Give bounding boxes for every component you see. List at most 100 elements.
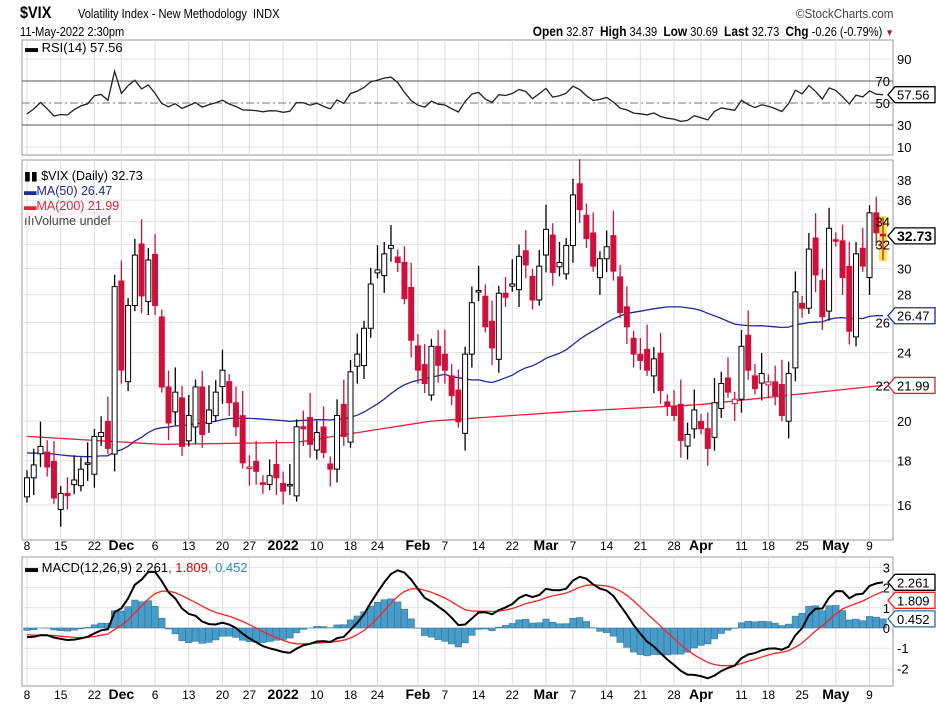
x-tick-label: 24: [371, 539, 385, 553]
symbol: $VIX: [20, 3, 52, 22]
candle-body: [765, 381, 772, 386]
candle: [300, 410, 307, 447]
candle-body: [273, 464, 280, 479]
low-value: 30.69: [690, 24, 719, 39]
macd-hist-bar: [502, 625, 510, 629]
x-tick-label: 14: [472, 539, 486, 553]
candle: [435, 330, 442, 383]
macd-hist-bar: [30, 627, 38, 630]
x-tick-label: 7: [442, 539, 449, 553]
macd-hist-bar: [569, 617, 577, 629]
candle: [313, 420, 320, 460]
candle: [71, 455, 78, 495]
candle: [212, 380, 219, 422]
candle: [691, 389, 698, 439]
candle-body: [617, 276, 624, 313]
candle: [650, 347, 657, 394]
candle: [259, 475, 266, 494]
candle: [414, 334, 421, 384]
macd-hist-bar: [151, 606, 159, 629]
candle-body: [408, 287, 415, 341]
macd-hist-bar: [158, 617, 166, 629]
x-tick-label: 15: [54, 539, 68, 553]
candle-body: [583, 214, 590, 240]
macd-hist-bar: [522, 618, 530, 629]
candle-body: [246, 466, 253, 470]
candle: [131, 238, 138, 312]
x-tick-label: 10: [310, 688, 324, 702]
x-tick-label: May: [822, 686, 849, 702]
candle: [839, 224, 846, 295]
rsi-value-tag-text: 57.56: [897, 88, 930, 103]
candle-body: [125, 304, 132, 383]
candle: [516, 244, 523, 307]
price-value-tag-box: [887, 227, 936, 245]
candle: [118, 260, 125, 384]
x-tick-label: 10: [310, 539, 324, 553]
macd-hist-bar: [555, 623, 564, 629]
candle-body: [91, 435, 98, 475]
macd-value-tag-box: [887, 573, 936, 591]
macd-hist-bar: [171, 627, 179, 635]
ma200-line: [26, 384, 884, 446]
x-tick-label: 6: [152, 539, 159, 553]
macd-hist-bar: [758, 620, 766, 629]
macd-tick-label: 1: [883, 601, 890, 616]
open-label: Open: [532, 23, 564, 39]
candle-body: [819, 280, 826, 318]
candle: [64, 477, 71, 510]
candle: [751, 364, 758, 395]
macd-hist-bar: [623, 627, 631, 648]
candle-body: [414, 345, 421, 371]
candle: [684, 422, 691, 460]
macd-hist-bar: [178, 627, 186, 642]
macd-tick-label: 2: [883, 581, 890, 596]
candle-body: [394, 256, 401, 263]
candle: [327, 456, 334, 487]
candle-body: [724, 377, 731, 393]
macd-value-tag-text: 2.261: [897, 575, 930, 590]
macd-hist-bar: [697, 627, 705, 646]
signal-value-tag: 1.809: [887, 591, 936, 609]
candle-body: [623, 306, 630, 328]
candle: [698, 413, 705, 435]
price-tick-label: 26: [876, 315, 890, 330]
candle: [401, 246, 408, 305]
candle: [30, 448, 37, 496]
macd-hist-bar: [852, 618, 860, 629]
macd-hist-bar: [609, 627, 617, 637]
candle: [347, 359, 354, 448]
candle: [340, 379, 347, 446]
macd-legend-part: , 0.452: [208, 560, 248, 575]
candle: [495, 285, 502, 373]
candle: [475, 265, 482, 302]
x-tick-label: 15: [54, 688, 68, 702]
ma200-value-tag: 21.99: [887, 376, 936, 395]
macd-hist-bar: [461, 627, 469, 644]
macd-hist-bar: [70, 627, 78, 631]
macd-hist-bar: [596, 627, 604, 632]
macd-hist-bar: [785, 623, 793, 629]
macd-hist-bar: [427, 627, 435, 638]
candle-body: [185, 414, 192, 442]
candle: [482, 284, 489, 333]
datetime: 11-May-2022 2:30pm: [20, 24, 125, 39]
brand[interactable]: ©StockCharts.com: [796, 6, 894, 21]
x-tick-label: 14: [600, 688, 614, 702]
signal-value-tag-box: [887, 591, 936, 609]
candle-body: [482, 295, 489, 328]
candle-body: [280, 482, 287, 492]
candle: [266, 459, 273, 491]
x-tick-label: Feb: [405, 686, 430, 702]
macd-hist-bar: [394, 601, 402, 629]
candle: [145, 248, 152, 316]
candle: [125, 298, 132, 392]
candle: [785, 361, 792, 439]
macd-hist-bar: [481, 627, 489, 630]
rsi-tick-label: 50: [876, 96, 890, 111]
x-tick-label: 7: [570, 539, 577, 553]
signal-value-tag-text: 1.809: [897, 593, 930, 608]
candle-body: [334, 414, 341, 470]
candle: [111, 274, 118, 472]
